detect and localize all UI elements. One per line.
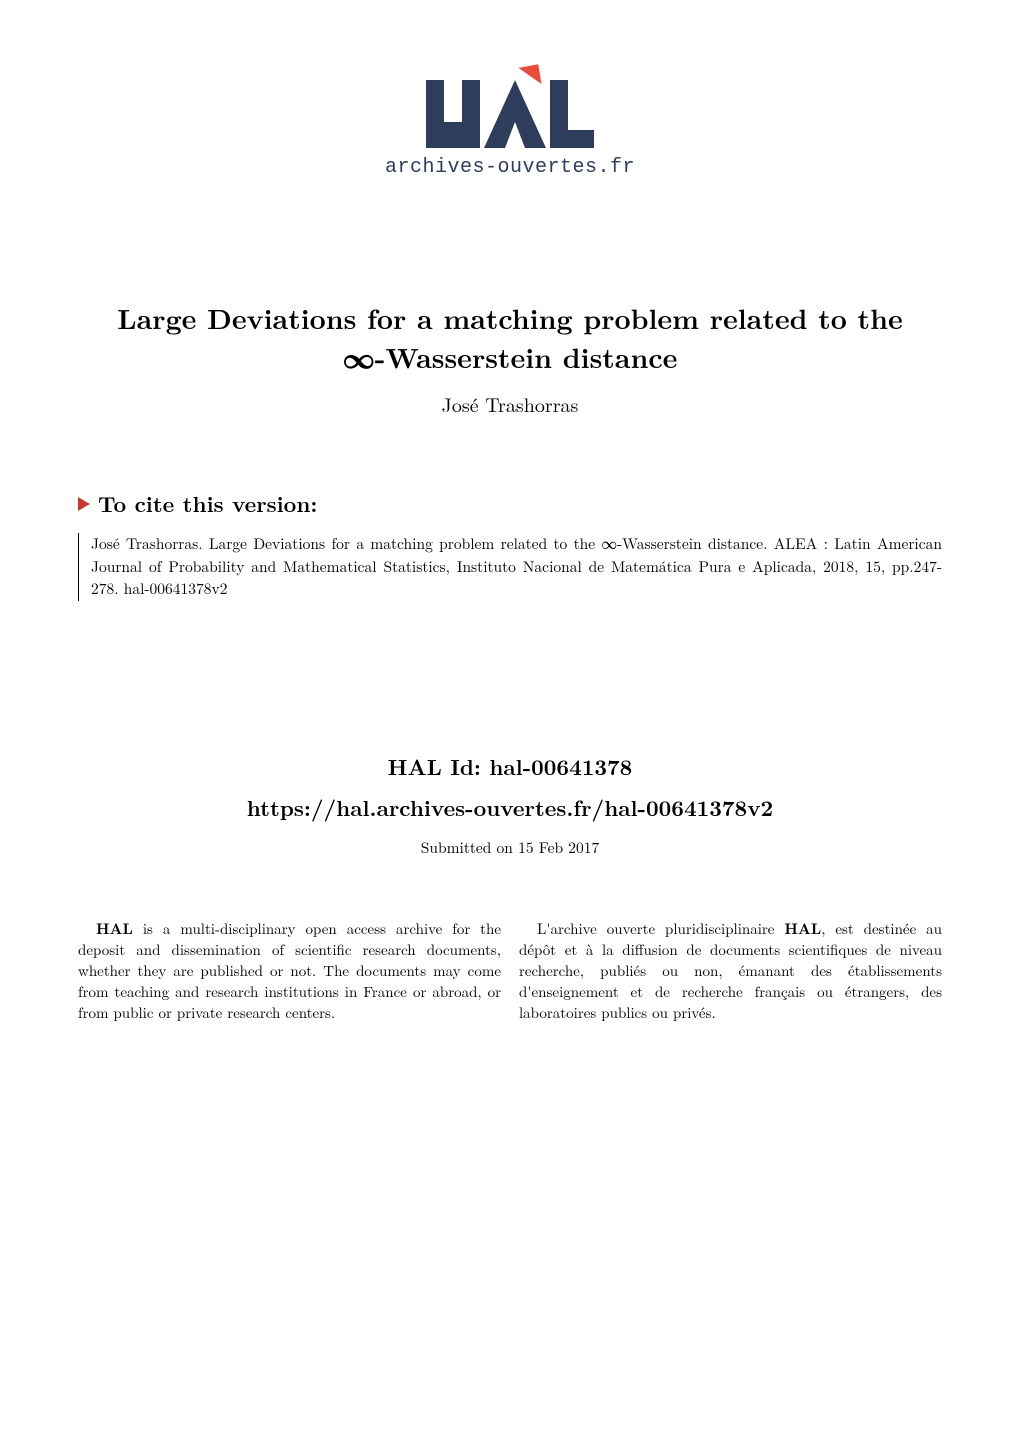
hal-url[interactable]: https://hal.archives-ouvertes.fr/hal-006… [78, 792, 942, 823]
description-columns: HAL is a multi-disciplinary open access … [78, 918, 942, 1023]
paper-author: José Trashorras [78, 389, 942, 418]
paper-title: Large Deviations for a matching problem … [78, 299, 942, 377]
description-right-paragraph: L'archive ouverte pluridisciplinaire HAL… [519, 918, 942, 1023]
description-column-right: L'archive ouverte pluridisciplinaire HAL… [519, 918, 942, 1023]
cite-header: To cite this version: [78, 488, 942, 519]
logo-letter-a [484, 80, 546, 148]
cite-section: To cite this version: José Trashorras. L… [78, 488, 942, 600]
paper-title-line1: Large Deviations for a matching problem … [117, 298, 902, 338]
hal-id-section: HAL Id: hal-00641378 https://hal.archive… [78, 751, 942, 858]
logo-letter-h [426, 80, 480, 148]
cite-title: To cite this version: [98, 488, 317, 519]
description-column-left: HAL is a multi-disciplinary open access … [78, 918, 501, 1023]
logo-letter-l [550, 80, 594, 148]
description-left-paragraph: HAL is a multi-disciplinary open access … [78, 918, 501, 1023]
description-right-prefix: L'archive ouverte pluridisciplinaire [537, 918, 784, 939]
description-left-text: is a multi-disciplinary open access arch… [78, 918, 501, 1023]
hal-logo-letters [385, 80, 635, 148]
cite-body: José Trashorras. Large Deviations for a … [78, 533, 942, 600]
hal-bold-left: HAL [96, 918, 133, 939]
paper-title-block: Large Deviations for a matching problem … [78, 299, 942, 418]
triangle-marker-icon [78, 497, 90, 511]
hal-bold-right: HAL [784, 918, 821, 939]
paper-title-line2: ∞-Wasserstein distance [343, 337, 678, 377]
hal-logo: archives-ouvertes.fr [385, 80, 635, 179]
hal-logo-container: archives-ouvertes.fr [78, 80, 942, 179]
submitted-date: Submitted on 15 Feb 2017 [78, 837, 942, 858]
logo-accent-icon [518, 64, 541, 87]
hal-id-label: HAL Id: hal-00641378 [78, 751, 942, 782]
logo-subtitle: archives-ouvertes.fr [385, 156, 635, 179]
